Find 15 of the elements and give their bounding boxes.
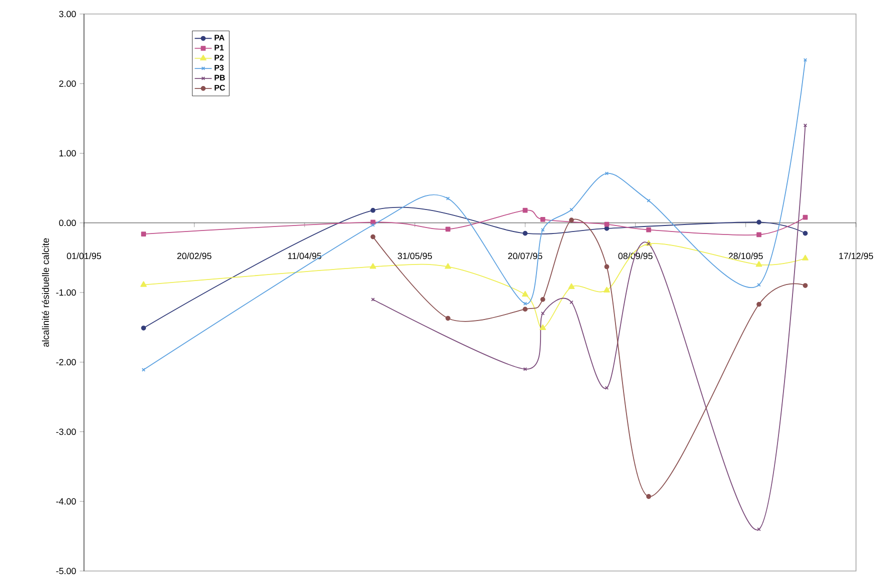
- x-tick-label: 17/12/95: [839, 252, 874, 260]
- y-tick-label: -2.00: [56, 358, 76, 366]
- x-tick-label: 20/02/95: [177, 252, 212, 260]
- x-tick-label: 28/10/95: [728, 252, 763, 260]
- y-tick-label: 2.00: [59, 80, 76, 87]
- y-tick-label: -5.00: [56, 568, 76, 574]
- y-tick-label: 3.00: [59, 10, 76, 18]
- y-tick-label: 1.00: [59, 150, 76, 156]
- y-tick-label: 0.00: [59, 220, 76, 226]
- y-tick-label: -3.00: [56, 428, 76, 435]
- y-tick-label: -4.00: [56, 498, 76, 505]
- y-axis-title: alcalinité résiduelle calcite: [42, 238, 49, 347]
- y-tick-label: -1.00: [56, 289, 76, 296]
- x-tick-label: 31/05/95: [398, 252, 432, 260]
- x-tick-label: 11/04/95: [288, 252, 322, 260]
